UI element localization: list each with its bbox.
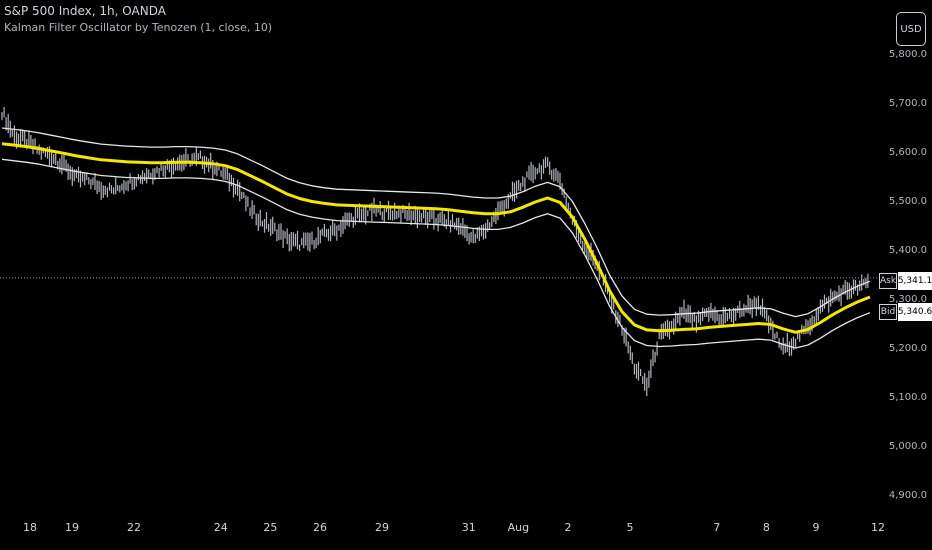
y-tick-label: 4,900.0 (889, 490, 927, 501)
y-tick-label: 5,000.0 (889, 441, 927, 452)
x-tick-label: 8 (763, 521, 770, 534)
y-tick-label: 5,600.0 (889, 147, 927, 158)
x-tick-label: 29 (375, 521, 389, 534)
x-tick-label: 12 (871, 521, 885, 534)
lower_band-line (1, 158, 871, 349)
chart-header: S&P 500 Index, 1h, OANDA Kalman Filter O… (4, 2, 272, 36)
plot-area (0, 107, 878, 397)
y-tick-label: 5,700.0 (889, 98, 927, 109)
ask-label: Ask (879, 273, 897, 289)
indicator-legend[interactable]: Kalman Filter Oscillator by Tenozen (1, … (4, 21, 273, 34)
x-tick-label: Aug (508, 521, 529, 534)
y-tick-label-partial: 5,800.0 (889, 49, 927, 60)
x-tick-label: 31 (462, 521, 476, 534)
bid-label: Bid (879, 304, 897, 320)
currency-button[interactable]: USD (896, 12, 926, 46)
x-tick-label: 19 (65, 521, 79, 534)
x-tick-label: 26 (313, 521, 327, 534)
symbol-title: S&P 500 Index, 1h, OANDA (4, 4, 166, 18)
y-tick-label: 5,100.0 (889, 392, 927, 403)
x-tick-label: 25 (263, 521, 277, 534)
y-tick-label: 5,200.0 (889, 343, 927, 354)
x-tick-label: 9 (813, 521, 820, 534)
price-axis[interactable]: 5,700.0 5,600.0 5,500.0 5,400.0 5,300.0 5,200… (889, 49, 927, 501)
x-tick-label: 22 (127, 521, 141, 534)
x-tick-label: 24 (214, 521, 228, 534)
x-tick-label: 2 (565, 521, 572, 534)
y-tick-label: 5,500.0 (889, 196, 927, 207)
y-tick-label: 5,400.0 (889, 245, 927, 256)
upper_band-line (1, 127, 871, 318)
x-tick-label: 7 (713, 521, 720, 534)
time-axis[interactable]: 18 19 22 24 25 26 29 31 Aug 2 5 7 8 9 12 (23, 521, 885, 534)
kalman-line (1, 142, 871, 334)
ask-price-tag: 5,341.1 (898, 272, 932, 290)
x-tick-label: 18 (23, 521, 37, 534)
y-tick-label: 5,300.0 (889, 294, 927, 305)
x-tick-label: 5 (627, 521, 634, 534)
price-bars (1, 107, 869, 397)
bid-price-tag: 5,340.6 (898, 303, 932, 321)
